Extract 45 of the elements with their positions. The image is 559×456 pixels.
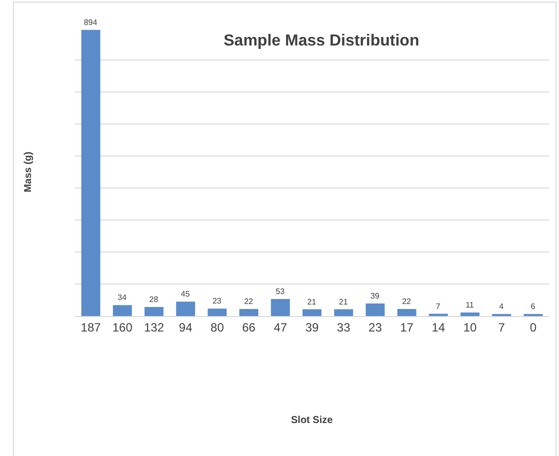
data-label: 22 [244,296,254,306]
bar [112,305,132,316]
x-tick-label: 80 [210,320,224,334]
x-tick-label: 33 [336,320,351,334]
data-label: 39 [370,292,380,301]
chart-title: Sample Mass Distribution [224,32,420,50]
x-tick-label: 14 [432,320,446,334]
bar [334,309,354,316]
data-label: 53 [276,287,286,296]
data-label: 11 [466,300,474,310]
bar [366,304,385,316]
y-axis-title: Mass (g) [23,152,34,192]
bar [81,30,100,316]
data-label: 45 [180,290,190,299]
bar [144,307,164,316]
x-tick-label: 160 [112,320,133,334]
bar [239,308,258,316]
data-label: 4 [499,302,504,311]
x-tick-label: 17 [400,320,414,334]
x-tick-label: 94 [178,320,193,334]
x-tick-label: 187 [80,320,102,334]
bar [176,302,196,316]
data-label: 894 [84,18,98,27]
x-tick-label: 23 [368,320,382,334]
bar [270,299,290,316]
data-label: 7 [436,302,441,311]
data-label: 21 [338,297,348,306]
text: Slot Size [291,415,334,426]
x-tick-label: 39 [305,320,319,334]
bar [397,308,416,316]
x-tick-label: 132 [144,320,164,334]
x-tick-label: 0 [530,320,537,334]
data-label: 28 [149,295,159,304]
data-label: 23 [212,296,222,306]
bar [460,312,480,316]
x-tick-label: 10 [463,320,477,334]
x-tick-label: 7 [498,320,506,334]
data-label: 21 [307,297,317,306]
x-tick-label: 47 [274,320,288,334]
data-label: 22 [402,296,412,306]
x-tick-label: 66 [242,320,256,334]
bar [302,309,322,316]
data-label: 6 [530,302,536,311]
bar [208,308,227,316]
data-label: 34 [118,293,128,302]
